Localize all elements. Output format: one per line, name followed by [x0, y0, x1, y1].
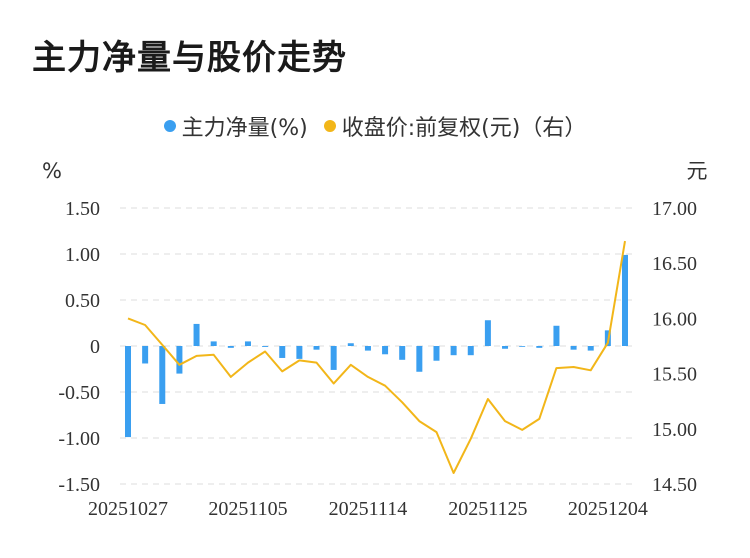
net-flow-bar	[296, 346, 303, 359]
left-tick-label: 0.50	[65, 290, 100, 312]
right-tick-label: 17.00	[652, 198, 697, 220]
net-flow-bar	[330, 346, 337, 370]
right-axis-unit: 元	[687, 159, 708, 183]
left-tick-label: -0.50	[58, 382, 100, 404]
net-flow-bar	[347, 343, 354, 346]
net-flow-bar	[159, 346, 166, 404]
legend-label-line: 收盘价:前复权(元)（右）	[341, 116, 587, 141]
net-flow-bar	[227, 346, 234, 348]
net-flow-bar	[587, 346, 594, 351]
right-tick-label: 15.00	[652, 419, 697, 441]
legend-marker-bar	[163, 120, 176, 132]
net-flow-bar	[536, 346, 543, 348]
net-flow-bar	[433, 346, 440, 361]
left-tick-label: 0	[90, 336, 100, 358]
chart-legend: 主力净量(%) 收盘价:前复权(元)（右）	[0, 110, 750, 142]
net-flow-bar	[399, 346, 406, 360]
x-tick-label: 20251105	[208, 498, 287, 520]
net-flow-bar	[279, 346, 286, 358]
net-flow-bar	[416, 346, 423, 372]
net-flow-bar	[450, 346, 457, 356]
net-flow-bar	[364, 346, 371, 351]
x-tick-label: 20251114	[329, 498, 408, 520]
chart-title: 主力净量与股价走势	[32, 38, 347, 78]
net-flow-bar	[502, 346, 509, 349]
net-flow-bar	[176, 346, 183, 374]
left-axis-unit: %	[42, 159, 62, 183]
net-flow-bar	[553, 325, 560, 346]
legend-item-line[interactable]: 收盘价:前复权(元)（右）	[323, 110, 587, 142]
right-tick-label: 16.00	[652, 308, 697, 330]
net-flow-bar	[193, 323, 200, 346]
x-tick-label: 20251027	[88, 498, 168, 520]
right-tick-label: 15.50	[652, 364, 697, 386]
legend-marker-line	[323, 120, 336, 132]
left-tick-label: 1.00	[65, 244, 100, 266]
legend-item-bar[interactable]: 主力净量(%)	[163, 110, 308, 142]
net-flow-bar	[570, 346, 577, 350]
x-tick-label: 20251125	[448, 498, 527, 520]
x-tick-label: 20251204	[568, 498, 648, 520]
net-flow-bar	[313, 346, 320, 350]
net-flow-bar	[244, 341, 251, 346]
left-tick-label: 1.50	[65, 198, 100, 220]
net-flow-bar	[125, 346, 131, 438]
net-flow-bar	[262, 346, 269, 347]
net-flow-bar	[382, 346, 389, 355]
left-tick-label: -1.50	[58, 474, 100, 496]
net-flow-bar	[142, 346, 149, 364]
net-flow-bar	[467, 346, 474, 356]
legend-label-bar: 主力净量(%)	[181, 116, 308, 141]
right-tick-label: 16.50	[652, 253, 697, 275]
net-flow-bar	[622, 254, 628, 346]
net-flow-bar	[484, 320, 491, 346]
left-tick-label: -1.00	[58, 428, 100, 450]
net-flow-bar	[210, 341, 217, 346]
right-tick-label: 14.50	[652, 474, 697, 496]
price-line	[127, 240, 626, 474]
net-flow-bar	[519, 346, 526, 347]
